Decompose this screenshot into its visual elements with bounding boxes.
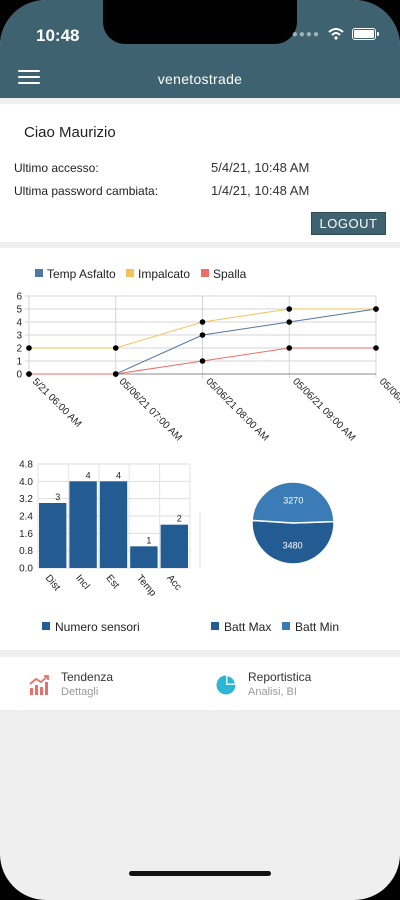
- bar-chart-y-tick: 4.0: [19, 477, 33, 488]
- data-point: [199, 319, 206, 325]
- bar-value-label: 4: [86, 470, 91, 480]
- home-indicator[interactable]: [129, 871, 271, 876]
- line-chart-x-tick: 5/21 06:00 AM: [30, 376, 83, 429]
- line-chart-y-tick: 3: [16, 331, 22, 342]
- legend-swatch: [42, 622, 50, 630]
- app-header: 10:48 ●●●● venetostrade: [0, 0, 400, 98]
- data-point: [286, 319, 293, 325]
- logout-button[interactable]: LOGOUT: [311, 212, 386, 235]
- bar-chart-y-tick: 0.0: [19, 564, 33, 575]
- password-changed-value: 1/4/21, 10:48 AM: [211, 183, 310, 198]
- trend-chart-icon[interactable]: [28, 674, 50, 696]
- charts-canvas: Temp Asfalto Impalcato Spalla 0 1 2 3 4 5 6 5/21 0…: [16, 267, 400, 634]
- bar: [69, 481, 97, 568]
- status-icons: ●●●●: [291, 28, 379, 40]
- line-chart-y-tick: 4: [16, 318, 22, 329]
- bar-chart-legend-label: Numero sensori: [55, 620, 140, 634]
- data-point: [112, 345, 119, 351]
- status-time: 10:48: [36, 26, 80, 45]
- pie-slice-label: 3480: [283, 541, 303, 551]
- data-point: [26, 371, 32, 377]
- links-card: Tendenza Dettagli Reportistica Analisi, …: [0, 657, 400, 710]
- bar-chart-x-tick: Acc: [164, 573, 183, 593]
- pie-chart-icon[interactable]: [215, 674, 237, 696]
- last-access-label: Ultimo accesso:: [14, 161, 99, 175]
- bar: [39, 503, 67, 568]
- bar-chart-y-tick: 1.6: [19, 529, 33, 540]
- legend-swatch: [126, 269, 134, 277]
- legend-swatch: [35, 269, 43, 277]
- legend-label: Impalcato: [138, 267, 190, 281]
- wifi-icon: [328, 28, 344, 40]
- line-chart-x-tick: 05/06/21 08:00 AM: [203, 376, 270, 443]
- pie-legend-label: Batt Max: [224, 620, 271, 634]
- bar: [130, 546, 158, 568]
- line-chart-y-tick: 2: [16, 344, 22, 355]
- bar-chart-x-tick: Temp: [134, 573, 158, 599]
- line-chart-y-tick: 0: [16, 370, 22, 381]
- battery-icon: [352, 28, 379, 40]
- bar-chart-y-tick: 3.2: [19, 494, 33, 505]
- legend-label: Temp Asfalto: [47, 267, 116, 281]
- pie-legend-label: Batt Min: [295, 620, 339, 634]
- bar-chart-x-tick: Est: [104, 573, 122, 591]
- bar-chart-x-tick: Incl: [73, 573, 91, 592]
- last-access-value: 5/4/21, 10:48 AM: [211, 160, 310, 175]
- pie-slice: [251, 519, 335, 565]
- pie-slice-label: 3270: [283, 495, 303, 505]
- bar-chart-y-tick: 0.8: [19, 546, 33, 557]
- pie-slice: [251, 481, 335, 524]
- greeting: Ciao Maurizio: [24, 124, 116, 141]
- line-chart-x-tick: 05/06/21 07:00 AM: [117, 376, 184, 443]
- data-point: [26, 345, 32, 351]
- data-point: [199, 332, 206, 338]
- bar-chart-y-tick: 2.4: [19, 512, 33, 523]
- data-point: [112, 371, 119, 377]
- data-point: [286, 345, 293, 351]
- tendenza-link[interactable]: Tendenza Dettagli: [61, 670, 113, 698]
- bar-value-label: 4: [116, 470, 121, 480]
- line-chart-y-tick: 5: [16, 305, 22, 316]
- line-chart-y-tick: 6: [16, 292, 22, 303]
- password-changed-label: Ultima password cambiata:: [14, 184, 159, 198]
- data-point: [286, 306, 293, 312]
- app-title: venetostrade: [157, 71, 243, 87]
- line-chart-x-tick: 05/06/21 10:: [377, 376, 400, 423]
- bar-chart-x-tick: Dist: [43, 573, 63, 593]
- legend-label: Spalla: [213, 267, 247, 281]
- legend-swatch: [282, 622, 290, 630]
- user-info-card: Ciao Maurizio Ultimo accesso: 5/4/21, 10…: [0, 104, 400, 242]
- hamburger-menu-icon[interactable]: [18, 70, 40, 86]
- data-point: [373, 345, 379, 351]
- line-chart-y-tick: 1: [16, 357, 22, 368]
- tendenza-subtitle: Dettagli: [61, 686, 99, 698]
- tendenza-title: Tendenza: [61, 670, 114, 684]
- bar: [160, 524, 188, 568]
- data-point: [199, 358, 206, 364]
- cellular-signal-icon: ●●●●: [291, 28, 320, 40]
- legend-swatch: [211, 622, 219, 630]
- bar: [99, 481, 128, 568]
- reportistica-title: Reportistica: [248, 670, 312, 684]
- bar-value-label: 3: [55, 492, 60, 502]
- legend-swatch: [201, 269, 209, 277]
- bar-chart-y-tick: 4.8: [19, 460, 33, 471]
- bar-value-label: 1: [146, 535, 151, 545]
- reportistica-subtitle: Analisi, BI: [248, 686, 297, 698]
- device-notch: [103, 0, 297, 44]
- reportistica-link[interactable]: Reportistica Analisi, BI: [248, 670, 311, 698]
- data-point: [373, 306, 379, 312]
- line-chart-x-tick: 05/06/21 09:00 AM: [290, 376, 357, 443]
- charts-card: Temp Asfalto Impalcato Spalla 0 1 2 3 4 5 6 5/21 0…: [0, 248, 400, 650]
- bar-value-label: 2: [177, 514, 182, 524]
